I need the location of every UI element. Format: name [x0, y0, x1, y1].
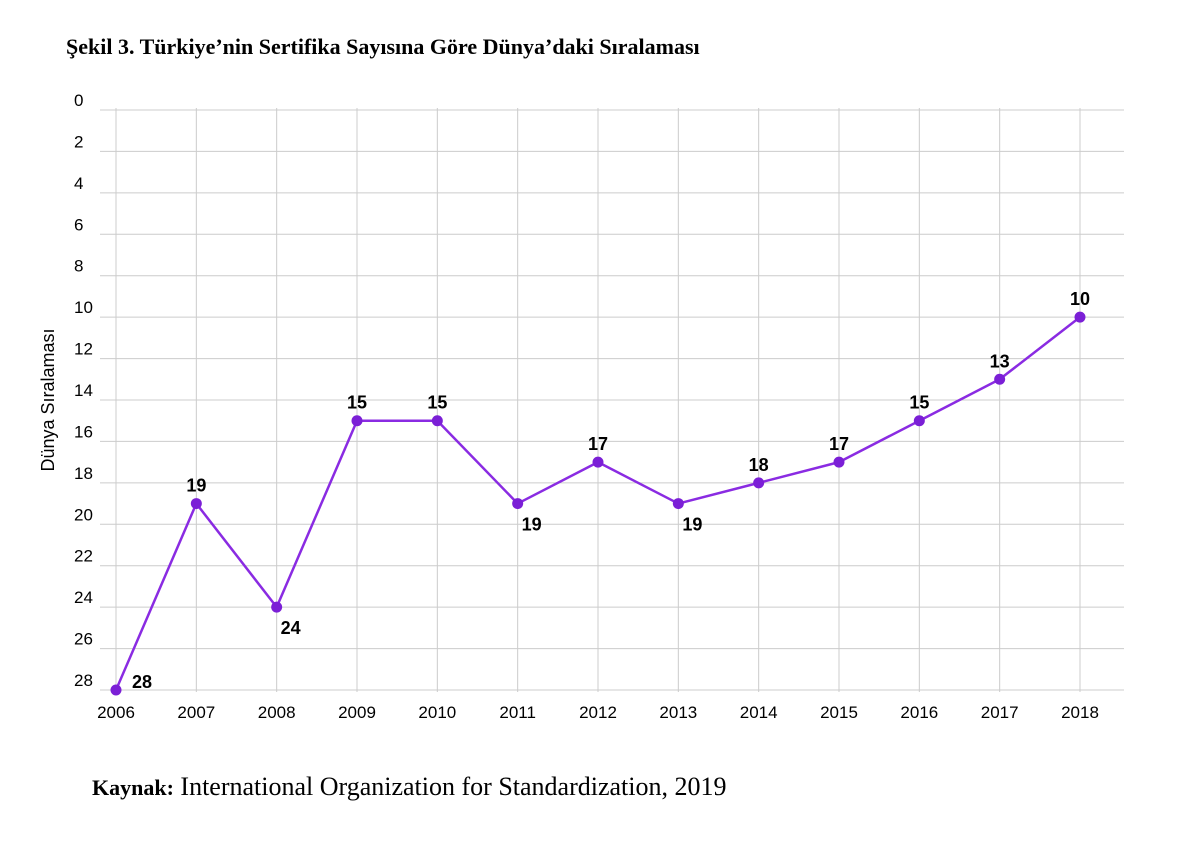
data-point [753, 477, 765, 489]
y-tick-label: 6 [74, 215, 83, 234]
data-point [672, 498, 684, 510]
data-label: 10 [1070, 289, 1090, 309]
data-label: 15 [347, 393, 367, 413]
data-point [271, 601, 283, 613]
x-tick-label: 2006 [97, 703, 135, 722]
y-tick-label: 12 [74, 340, 93, 359]
x-tick-label: 2014 [740, 703, 778, 722]
y-tick-label: 0 [74, 91, 83, 110]
data-label: 19 [682, 515, 702, 535]
y-tick-label: 10 [74, 298, 93, 317]
x-tick-label: 2016 [900, 703, 938, 722]
x-tick-label: 2009 [338, 703, 376, 722]
data-point [190, 498, 202, 510]
source-label: Kaynak: [92, 775, 174, 800]
data-label: 15 [909, 393, 929, 413]
y-tick-label: 8 [74, 257, 83, 276]
data-point [1074, 311, 1086, 323]
x-tick-label: 2012 [579, 703, 617, 722]
data-label: 19 [522, 515, 542, 535]
figure-title: Şekil 3. Türkiye’nin Sertifika Sayısına … [66, 34, 700, 59]
y-tick-label: 22 [74, 547, 93, 566]
data-point [833, 456, 845, 468]
data-point [431, 415, 443, 427]
data-point [592, 456, 604, 468]
source-text: International Organization for Standardi… [173, 772, 727, 801]
data-label: 18 [749, 455, 769, 475]
data-point [110, 684, 122, 696]
data-label: 28 [132, 672, 152, 692]
data-label: 17 [829, 434, 849, 454]
y-tick-label: 24 [74, 588, 93, 607]
data-point [994, 373, 1006, 385]
data-label: 19 [186, 476, 206, 496]
y-tick-label: 28 [74, 671, 93, 690]
data-label: 17 [588, 434, 608, 454]
y-tick-label: 26 [74, 630, 93, 649]
x-tick-label: 2008 [258, 703, 296, 722]
x-tick-label: 2015 [820, 703, 858, 722]
y-tick-label: 2 [74, 132, 83, 151]
x-tick-label: 2017 [981, 703, 1019, 722]
y-tick-label: 20 [74, 505, 93, 524]
y-tick-label: 4 [74, 174, 83, 193]
y-axis-title: Dünya Sıralaması [38, 328, 58, 471]
data-labels: 28 19 24 15 15 19 17 19 18 17 15 13 10 [132, 289, 1090, 692]
x-tick-label: 2013 [659, 703, 697, 722]
y-tick-label: 16 [74, 422, 93, 441]
x-tick-label: 2018 [1061, 703, 1099, 722]
data-label: 15 [427, 393, 447, 413]
x-tick-label: 2011 [499, 703, 536, 722]
data-label: 13 [990, 351, 1010, 371]
data-point [512, 498, 524, 510]
y-tick-label: 14 [74, 381, 93, 400]
data-label: 24 [281, 618, 301, 638]
grid-lines [100, 108, 1124, 692]
x-tick-label: 2007 [177, 703, 215, 722]
x-axis-ticks: 2006 2007 2008 2009 2010 2011 2012 2013 2014 2015… [97, 703, 1099, 722]
series-points [110, 311, 1086, 696]
data-point [913, 415, 925, 427]
y-tick-label: 18 [74, 464, 93, 483]
x-tick-label: 2010 [418, 703, 456, 722]
source-note: Kaynak: International Organization for S… [92, 772, 727, 802]
data-point [351, 415, 363, 427]
